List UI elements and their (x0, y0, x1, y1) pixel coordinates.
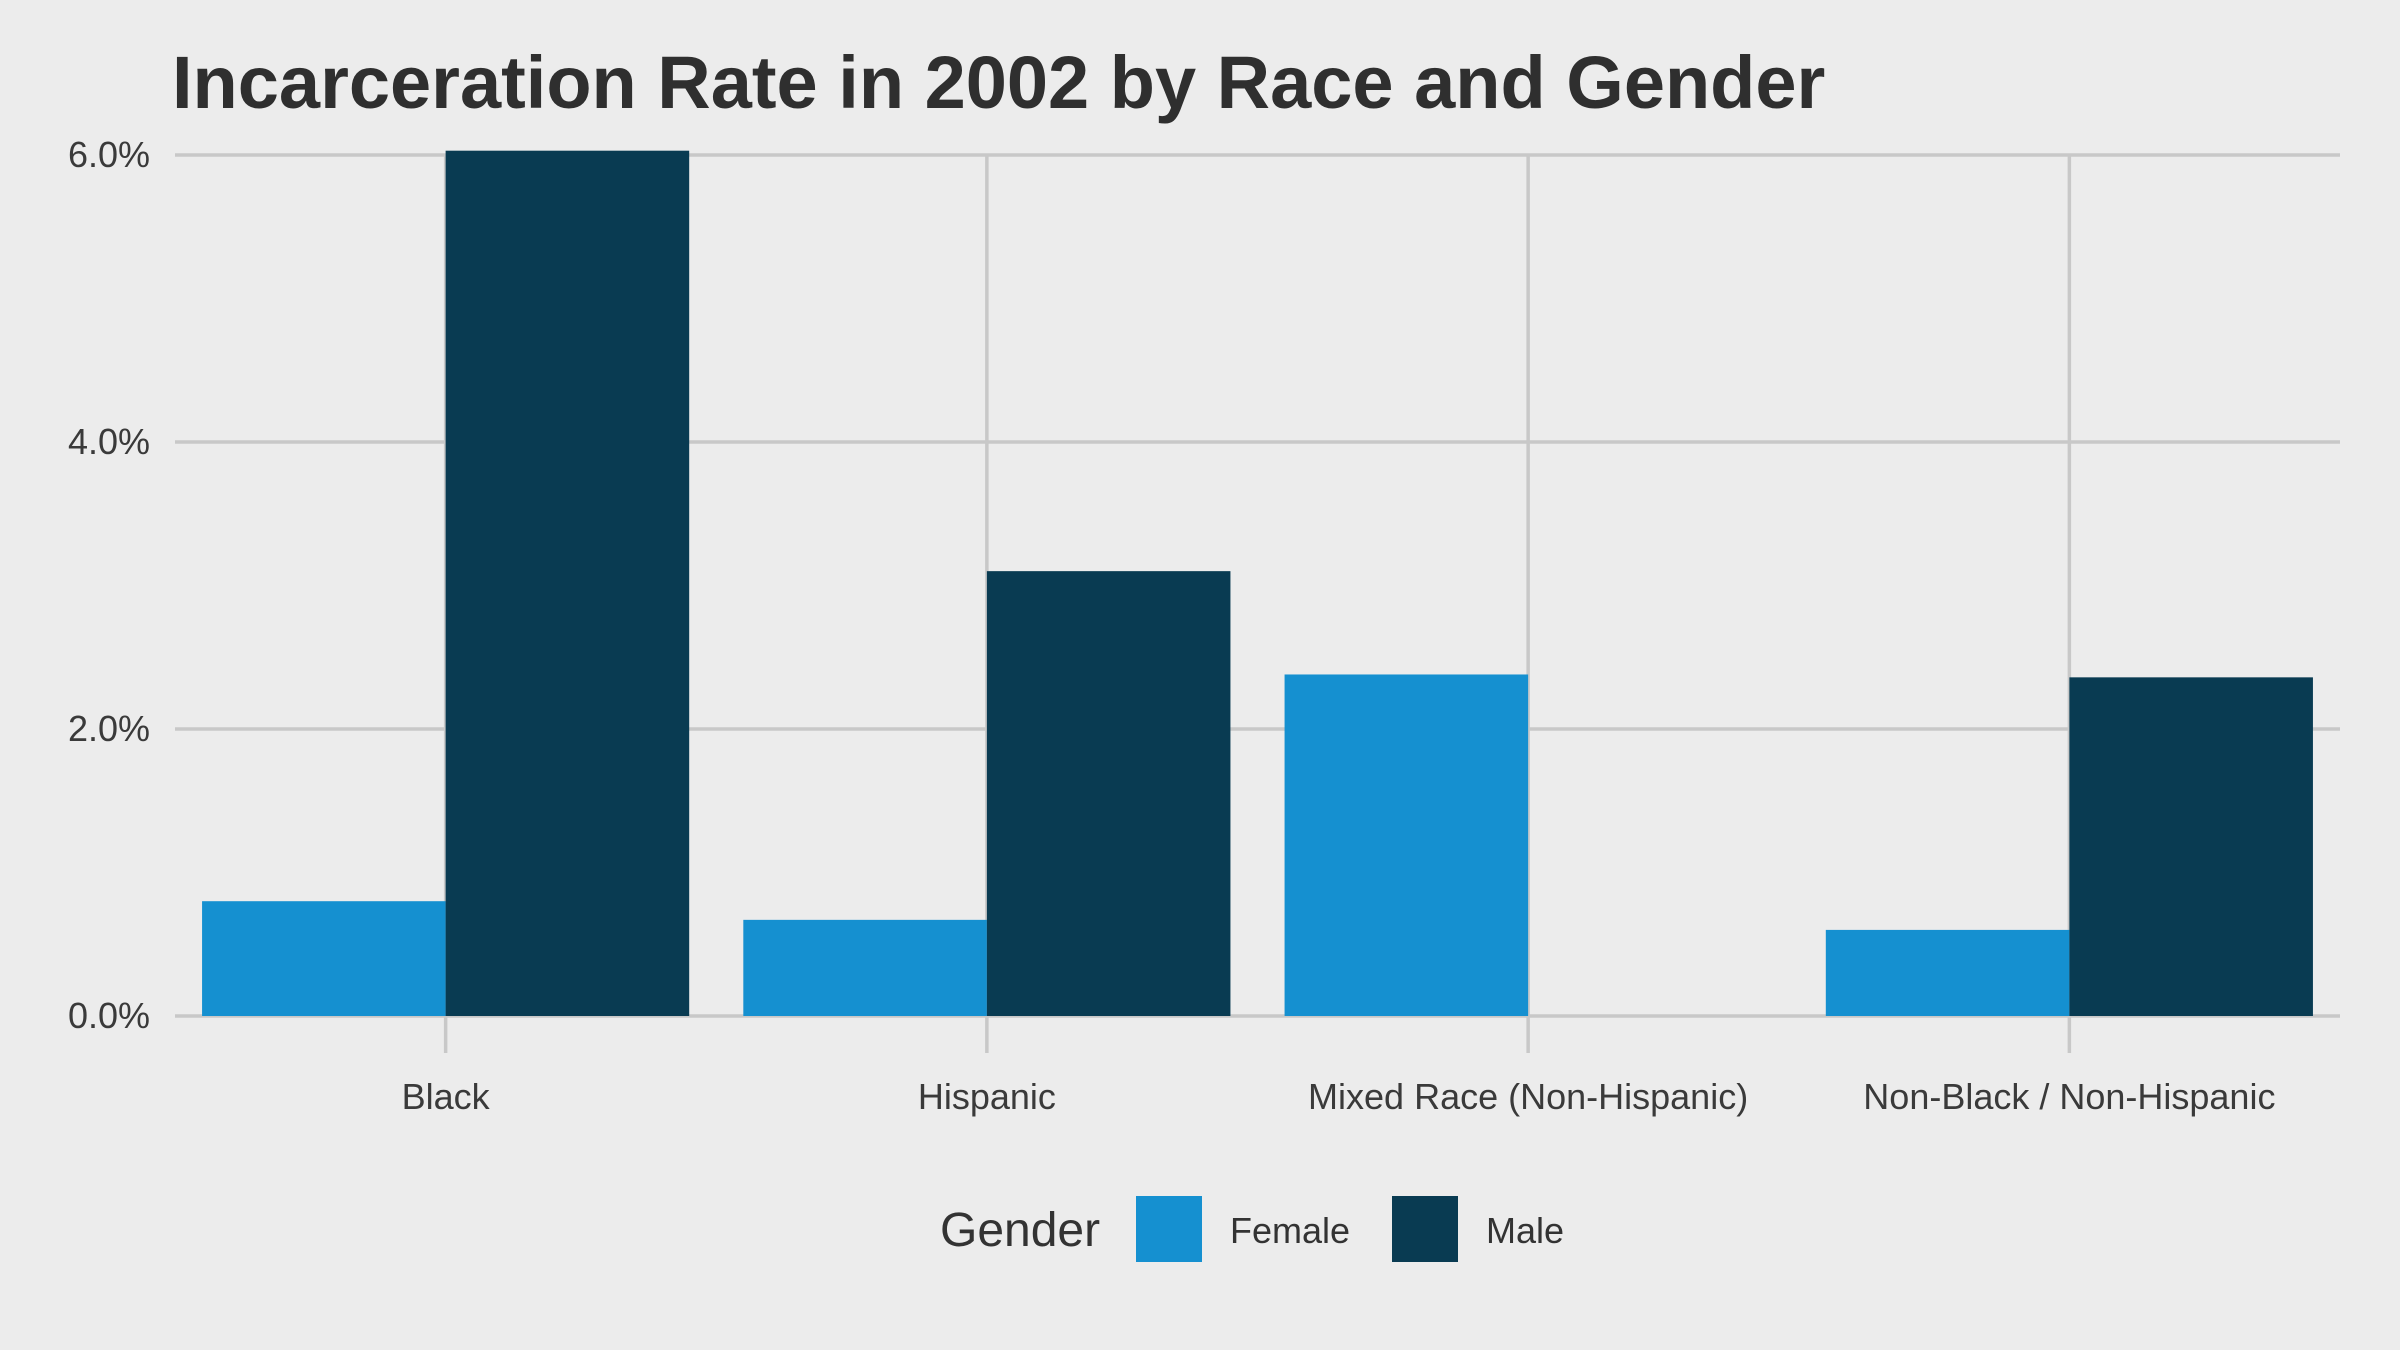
bars (202, 150, 2313, 1016)
y-tick-label: 4.0% (68, 421, 150, 462)
legend-label-female: Female (1230, 1210, 1350, 1251)
legend-key-female (1136, 1196, 1202, 1262)
y-tick-label: 6.0% (68, 134, 150, 175)
legend: Gender Female Male (940, 1196, 1564, 1262)
bar-female-1 (743, 919, 987, 1016)
axes: 0.0% 2.0% 4.0% 6.0% Black Hispanic Mixed Race … (68, 134, 2276, 1117)
x-tick-label: Black (402, 1076, 491, 1117)
legend-key-male (1392, 1196, 1458, 1262)
bar-female-3 (1825, 929, 2070, 1016)
x-tick-label: Non-Black / Non-Hispanic (1863, 1076, 2275, 1117)
bar-female-0 (202, 901, 446, 1016)
bar-male-1 (986, 571, 1231, 1016)
chart-title: Incarceration Rate in 2002 by Race and G… (172, 41, 1826, 124)
x-tick-label: Hispanic (918, 1076, 1056, 1117)
y-tick-label: 0.0% (68, 995, 150, 1036)
legend-label-male: Male (1486, 1210, 1564, 1251)
x-tick-label: Mixed Race (Non-Hispanic) (1308, 1076, 1748, 1117)
bar-male-3 (2069, 677, 2313, 1016)
legend-title: Gender (940, 1204, 1100, 1257)
bar-male-0 (445, 150, 690, 1016)
bar-female-2 (1284, 674, 1529, 1016)
y-tick-label: 2.0% (68, 708, 150, 749)
